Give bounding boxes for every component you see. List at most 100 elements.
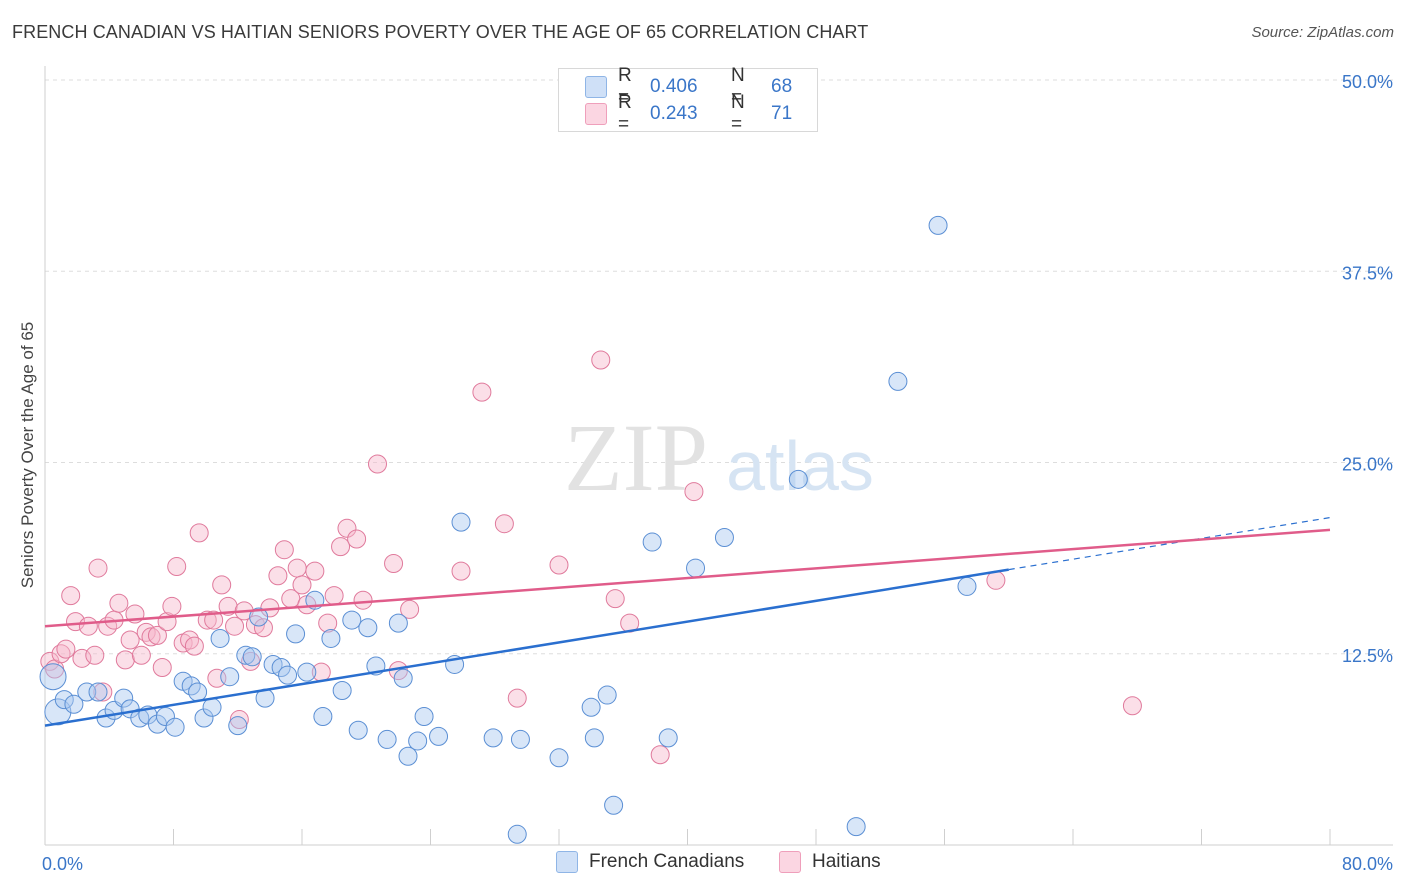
y-axis-label: Seniors Poverty Over the Age of 65 [18,321,37,589]
gridlines [45,79,1393,655]
n-label: N = [731,65,745,108]
point-french-canadians [39,663,67,691]
point-haitians [400,599,420,619]
point-haitians [78,616,98,636]
point-haitians [591,350,611,370]
point-french-canadians [398,746,418,766]
point-haitians [451,561,471,581]
point-french-canadians [297,662,317,682]
point-french-canadians [686,558,706,578]
tick-labels: 12.5% 25.0% 37.5% 50.0% 0.0% 80.0% [42,72,1393,874]
point-french-canadians [249,607,269,627]
french-canadians-swatch [585,76,607,98]
point-french-canadians [451,512,471,532]
point-french-canadians [957,576,977,596]
point-haitians [324,586,344,606]
point-french-canadians [321,628,341,648]
point-french-canadians [155,706,175,726]
point-french-canadians [313,706,333,726]
point-haitians [61,586,81,606]
point-haitians [292,575,312,595]
point-haitians [66,612,86,632]
point-french-canadians [165,717,185,737]
point-french-canadians [388,613,408,633]
point-haitians [167,557,187,577]
point-haitians [225,616,245,636]
point-haitians [120,630,140,650]
point-french-canadians [358,618,378,638]
point-french-canadians [414,706,434,726]
legend-item-haitians[interactable]: Haitians [779,851,881,873]
y-tick-label: 12.5% [1342,646,1393,666]
stats-legend: R = 0.406 N = 68 R = 0.243 N = 71 [558,65,818,135]
point-haitians [253,618,273,638]
point-haitians [72,648,92,668]
point-french-canadians [188,682,208,702]
point-french-canadians [228,716,248,736]
point-haitians [305,561,325,581]
haitians-swatch [585,103,607,125]
point-french-canadians [348,720,368,740]
n-value: 68 [771,76,793,97]
trend-line-french-canadians-extension [1008,516,1331,571]
point-french-canadians [584,728,604,748]
x-tick-label: 0.0% [42,854,83,874]
point-french-canadians [483,728,503,748]
point-haitians [204,610,224,630]
point-haitians [684,482,704,502]
n-value: 71 [771,103,793,124]
point-haitians [494,514,514,534]
point-haitians [162,596,182,616]
n-label: N = [731,92,745,135]
point-french-canadians [714,527,734,547]
point-french-canadians [88,682,108,702]
point-haitians [986,570,1006,590]
point-haitians [218,596,238,616]
point-haitians [287,558,307,578]
point-haitians [384,553,404,573]
point-haitians [109,593,129,613]
point-french-canadians [507,824,527,844]
point-haitians [605,589,625,609]
point-haitians [507,688,527,708]
y-tick-label: 50.0% [1342,72,1393,92]
point-french-canadians [377,729,397,749]
haitians-legend-swatch [779,851,801,873]
watermark-zip: ZIP [564,404,708,511]
trend-line-french-canadians [44,568,1009,727]
point-french-canadians [604,795,624,815]
point-french-canadians [202,697,222,717]
series-legend: French Canadians Haitians [0,851,1406,877]
legend-item-french-canadians[interactable]: French Canadians [556,851,744,873]
point-french-canadians [342,610,362,630]
point-french-canadians [642,532,662,552]
data-points [39,215,1142,844]
axes [44,66,1393,846]
source-label: Source: ZipAtlas.com [1251,24,1394,41]
point-haitians [93,682,113,702]
point-french-canadians [220,667,240,687]
point-french-canadians [194,708,214,728]
point-french-canadians [928,215,948,235]
point-haitians [85,645,105,665]
point-haitians [1122,696,1142,716]
point-haitians [212,575,232,595]
french-canadians-legend-swatch [556,851,578,873]
point-haitians [353,590,373,610]
watermark-atlas: atlas [726,427,874,505]
point-french-canadians [332,680,352,700]
point-french-canadians [846,817,866,837]
point-haitians [268,566,288,586]
legend-label-haitians: Haitians [812,851,881,872]
point-haitians [331,537,351,557]
point-french-canadians [271,658,291,678]
point-haitians [141,627,161,647]
point-haitians [152,658,172,678]
r-label: R = [618,65,632,108]
y-tick-label: 25.0% [1342,455,1393,475]
point-french-canadians [44,698,72,726]
point-haitians [88,558,108,578]
r-value: 0.406 [650,76,698,97]
point-french-canadians [77,682,97,702]
